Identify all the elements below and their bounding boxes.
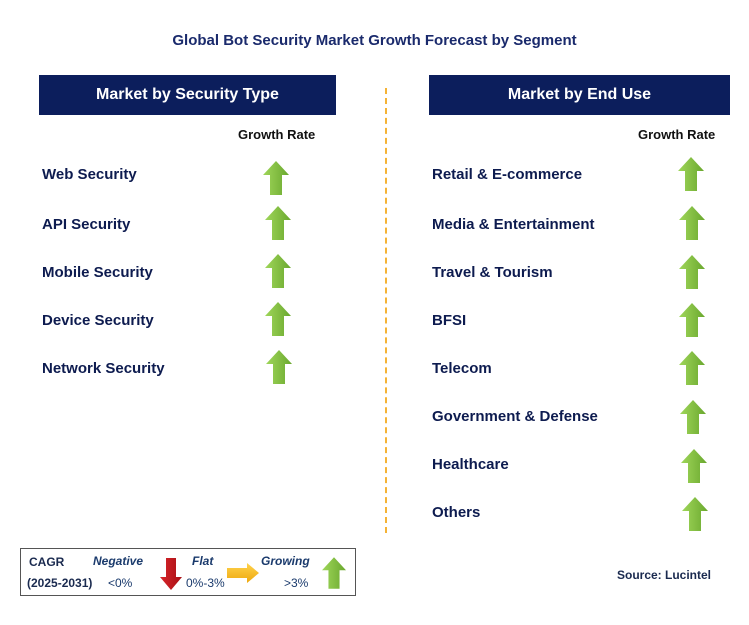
growing-arrow-icon <box>678 157 704 191</box>
growing-arrow-icon <box>265 206 291 240</box>
left-item-label: Web Security <box>42 166 137 183</box>
end-use-header: Market by End Use <box>429 75 730 115</box>
security-type-header: Market by Security Type <box>39 75 336 115</box>
right-growth-rate-label: Growth Rate <box>638 127 716 142</box>
growing-arrow-icon <box>265 302 291 336</box>
right-item-label: Healthcare <box>432 456 509 473</box>
right-item-label: BFSI <box>432 312 467 329</box>
source-note: Source: Lucintel <box>617 568 712 582</box>
growing-arrow-icon <box>682 497 708 531</box>
legend-flat-value: 0%-3% <box>186 576 225 590</box>
growing-arrow-icon <box>679 255 705 289</box>
right-item-label: Others <box>432 504 481 521</box>
left-item-label: Mobile Security <box>42 264 153 281</box>
legend-negative-value: <0% <box>108 576 133 590</box>
growing-arrow-icon <box>265 254 291 288</box>
growing-arrow-icon <box>679 303 705 337</box>
legend-growing-label: Growing <box>261 554 310 568</box>
legend-cagr-label: CAGR <box>29 555 65 569</box>
right-item-label: Media & Entertainment <box>432 216 595 233</box>
growing-arrow-icon <box>679 351 705 385</box>
left-item-label: Device Security <box>42 312 154 329</box>
legend-growing-value: >3% <box>284 576 309 590</box>
legend-flat-label: Flat <box>192 554 214 568</box>
right-item-label: Telecom <box>432 360 492 377</box>
left-item-label: Network Security <box>42 360 165 377</box>
growing-arrow-icon <box>266 350 292 384</box>
page-title: Global Bot Security Market Growth Foreca… <box>172 32 577 49</box>
legend-negative-label: Negative <box>93 554 144 568</box>
legend-period-label: (2025-2031) <box>27 576 93 590</box>
left-growth-rate-label: Growth Rate <box>238 127 316 142</box>
right-item-label: Retail & E-commerce <box>432 166 583 183</box>
cagr-legend: CAGR (2025-2031) Negative <0% Flat 0%-3%… <box>20 548 356 596</box>
negative-arrow-icon <box>160 558 182 590</box>
left-item-label: API Security <box>42 216 131 233</box>
right-item-label: Travel & Tourism <box>432 264 553 281</box>
growing-arrow-icon <box>322 557 346 589</box>
growing-arrow-icon <box>263 161 289 195</box>
growing-arrow-icon <box>680 400 706 434</box>
flat-arrow-icon <box>227 563 259 583</box>
panel-divider <box>385 88 387 533</box>
growing-arrow-icon <box>679 206 705 240</box>
right-item-label: Government & Defense <box>432 408 598 425</box>
growing-arrow-icon <box>681 449 707 483</box>
